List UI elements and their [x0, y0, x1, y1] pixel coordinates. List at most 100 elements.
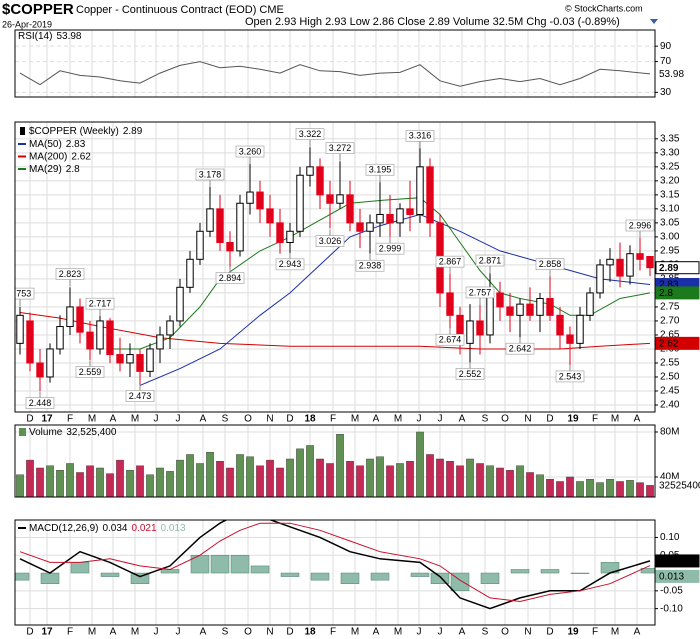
price-tag-box: [655, 569, 700, 583]
description: Copper - Continuous Contract (EOD) CME: [76, 4, 284, 16]
volume-bar: [496, 467, 504, 497]
y-tick-label: 90: [660, 41, 672, 52]
panel-border: [14, 519, 656, 626]
candle-body: [76, 306, 84, 333]
x-tick-label: A: [200, 627, 207, 638]
volume-bar: [446, 461, 454, 497]
panel-name: MACD(12,26,9): [29, 523, 98, 534]
volume-bar: [226, 467, 234, 497]
candle-body: [466, 320, 474, 344]
annotation-box: [455, 368, 485, 380]
panel-value: 0.034: [102, 523, 127, 534]
price-tag-box: [655, 336, 700, 350]
panel-last: 2.89: [123, 126, 143, 137]
annotation: 2.996: [629, 220, 652, 230]
annotation: 2.894: [219, 273, 242, 283]
volume-bar: [426, 454, 434, 497]
candle-body: [226, 241, 234, 252]
volume-bar: [606, 479, 614, 497]
panel-name: RSI(14): [18, 31, 52, 42]
candle-body: [556, 314, 564, 336]
histogram-bar: [250, 565, 270, 574]
volume-bar: [396, 463, 404, 497]
panel: [15, 520, 655, 625]
candle-body: [146, 348, 154, 372]
x-tick-label: A: [373, 414, 380, 425]
x-tick-label: J: [154, 414, 159, 425]
annotation: 2.823: [59, 269, 82, 279]
annotation: 2.642: [509, 344, 532, 354]
annotation-box: [375, 242, 405, 255]
annotation-box: [25, 397, 55, 409]
histogram-bar: [230, 554, 250, 574]
candle-body: [296, 174, 304, 232]
volume-bar: [556, 481, 564, 497]
candle-body: [446, 292, 454, 316]
x-tick-label: D: [286, 414, 293, 425]
histogram-bar: [430, 572, 450, 584]
x-tick-label: M: [394, 627, 402, 638]
volume-bar: [386, 465, 394, 497]
x-tick-label: J: [154, 627, 159, 638]
candle-body: [46, 348, 54, 378]
x-tick-label: 18: [304, 414, 316, 425]
legend-entry: MA(50) 2.83: [29, 139, 86, 150]
candle-body: [586, 292, 594, 316]
panel-last: 53.98: [56, 31, 81, 42]
volume-bar: [16, 474, 24, 497]
candle-body: [416, 166, 424, 215]
x-tick-label: N: [524, 627, 531, 638]
candle-body: [396, 208, 404, 224]
annotation: 2.867: [439, 257, 462, 267]
volume-bar: [596, 482, 604, 497]
x-tick-label: O: [244, 627, 252, 638]
price-tag: 2.89: [659, 263, 679, 274]
x-tick-label: A: [110, 414, 117, 425]
y-tick-label: 40M: [660, 472, 679, 483]
annotation-box: [315, 235, 345, 247]
candle-body: [36, 362, 44, 378]
symbol: $COPPER: [2, 1, 74, 18]
candle-body: [546, 298, 554, 316]
volume-bar: [96, 467, 104, 497]
annotation-box: [475, 254, 505, 267]
volume-bar: [406, 461, 414, 497]
x-tick-label: D: [26, 414, 33, 425]
candle-body: [406, 208, 414, 215]
volume-bar: [66, 463, 74, 497]
histogram-bar: [570, 572, 590, 574]
x-tick-label: F: [67, 414, 73, 425]
legend-entry: MA(29) 2.8: [29, 164, 80, 175]
candle-body: [116, 354, 124, 364]
volume-bar: [456, 465, 464, 497]
x-tick-label: 17: [41, 414, 53, 425]
x-tick-label: F: [67, 627, 73, 638]
candle-body: [616, 258, 624, 277]
annotation: 2.543: [559, 371, 582, 381]
annotation-box: [405, 130, 435, 142]
panel: [15, 425, 655, 497]
volume-bar: [86, 465, 94, 497]
volume-bar: [576, 481, 584, 497]
candle-body: [306, 166, 314, 176]
candle-body: [646, 255, 654, 269]
annotation: 2.858: [539, 259, 562, 269]
annotation: 3.026: [319, 236, 342, 246]
annotation-box: [505, 342, 535, 355]
annotation: 3.322: [299, 129, 322, 139]
macd-line: [19, 520, 651, 610]
candle-body: [386, 213, 394, 224]
x-tick-label: O: [501, 627, 509, 638]
candle-body: [176, 286, 184, 322]
y-tick-label: 3.00: [660, 232, 680, 243]
x-tick-label: N: [266, 414, 273, 425]
panel-last: 32,525,400: [66, 427, 116, 438]
y-tick-label: 2.55: [660, 358, 680, 369]
macd-line: [19, 522, 651, 603]
histogram-bar: [100, 572, 120, 577]
volume-bar: [36, 467, 44, 497]
histogram-bar: [340, 572, 360, 584]
x-tick-label: N: [266, 627, 273, 638]
candle-body: [196, 230, 204, 260]
candle-body: [566, 334, 574, 344]
